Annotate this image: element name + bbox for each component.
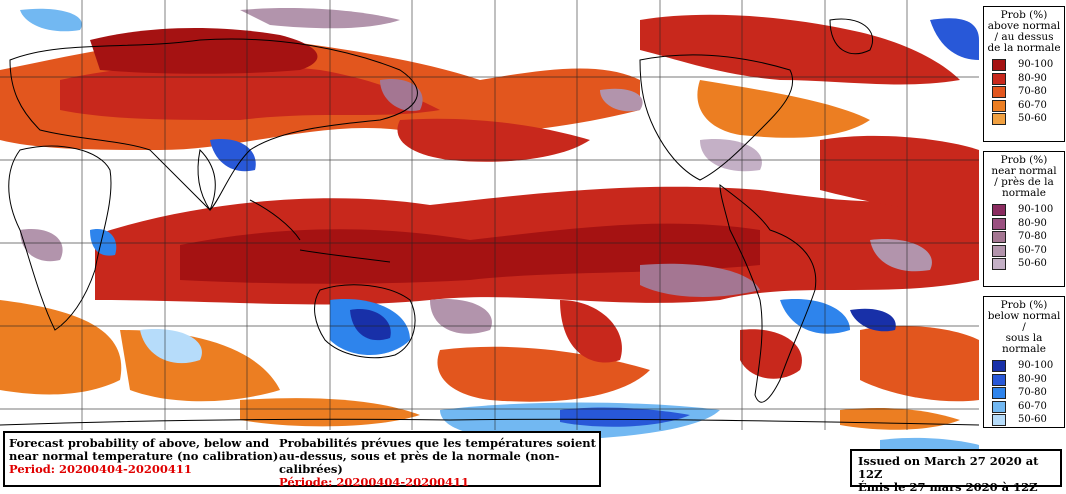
- legend-title-line: / près de la: [994, 176, 1054, 188]
- legend-item: 50-60: [984, 413, 1064, 427]
- legend-label: 90-100: [1018, 204, 1054, 215]
- caption-fr-period: Période: 20200404-20200411: [279, 475, 470, 489]
- legend-swatch: [992, 217, 1006, 230]
- issued-text: Issued on March 27 2020 at 12Z Émis le 2…: [858, 455, 1060, 494]
- legend-label: 80-90: [1018, 373, 1047, 385]
- legend-item: 90-100: [984, 203, 1064, 217]
- legend-swatch: [992, 113, 1006, 125]
- legend-title-line: Prob (%): [1000, 9, 1048, 21]
- legend-label: 70-80: [1018, 86, 1047, 97]
- legend-item: 50-60: [984, 257, 1064, 271]
- legend-swatch: [992, 204, 1006, 216]
- legend-title-line: below normal /: [987, 310, 1061, 333]
- legend-label: 50-60: [1018, 113, 1047, 124]
- caption-en-line: near normal temperature (no calibration): [9, 449, 279, 463]
- legend-swatch: [992, 59, 1006, 71]
- legend-label: 50-60: [1018, 414, 1047, 425]
- legend-below-normal: Prob (%) below normal / sous la normale …: [983, 296, 1065, 428]
- legend-title-line: Prob (%): [1000, 154, 1048, 166]
- legend-title-line: normale: [1002, 187, 1046, 199]
- legend-item: 50-60: [984, 112, 1064, 126]
- caption-french: Probabilités prévues que les température…: [279, 437, 599, 489]
- legend-swatch: [992, 231, 1006, 243]
- legend-swatch: [992, 414, 1006, 426]
- legend-title: Prob (%) near normal / près de la normal…: [984, 152, 1064, 203]
- legend-swatch: [992, 72, 1006, 85]
- legend-title-line: de la normale: [987, 42, 1061, 54]
- caption-fr-line: Probabilités prévues que les température…: [279, 436, 596, 450]
- legend-label: 60-70: [1018, 400, 1047, 412]
- legend-title: Prob (%) above normal / au dessus de la …: [984, 7, 1064, 58]
- issued-en: Issued on March 27 2020 at 12Z: [858, 454, 1039, 481]
- legend-label: 50-60: [1018, 258, 1047, 269]
- legend-item: 70-80: [984, 386, 1064, 400]
- caption-english: Forecast probability of above, below and…: [9, 437, 279, 476]
- near-normal-regions: [20, 8, 932, 334]
- legend-label: 70-80: [1018, 231, 1047, 242]
- legend-above-normal: Prob (%) above normal / au dessus de la …: [983, 6, 1065, 142]
- legend-item: 80-90: [984, 217, 1064, 231]
- legend-swatch: [992, 258, 1006, 270]
- graticule: [0, 0, 979, 430]
- legend-item: 80-90: [984, 373, 1064, 387]
- legend-item: 80-90: [984, 72, 1064, 86]
- legend-title: Prob (%) below normal / sous la normale: [984, 297, 1064, 359]
- legend-label: 90-100: [1018, 360, 1054, 371]
- issued-fr: Émis le 27 mars 2020 à 12Z: [858, 480, 1038, 494]
- caption-fr-line: au-dessus, sous et près de la normale (n…: [279, 449, 560, 476]
- coastlines: [0, 18, 979, 426]
- below-normal-regions: [20, 8, 979, 471]
- caption-en-line: Forecast probability of above, below and: [9, 436, 270, 450]
- legend-item: 90-100: [984, 58, 1064, 72]
- caption-box: Forecast probability of above, below and…: [3, 431, 601, 489]
- legend-item: 60-70: [984, 400, 1064, 414]
- legend-item: 70-80: [984, 85, 1064, 99]
- legend-label: 70-80: [1018, 387, 1047, 398]
- legend-swatch: [992, 99, 1006, 112]
- legend-item: 60-70: [984, 99, 1064, 113]
- legend-item: 90-100: [984, 359, 1064, 373]
- legend-label: 80-90: [1018, 72, 1047, 84]
- issued-box: Issued on March 27 2020 at 12Z Émis le 2…: [850, 449, 1062, 494]
- legend-swatch: [992, 86, 1006, 98]
- legend-label: 80-90: [1018, 217, 1047, 229]
- probability-map: [0, 0, 979, 471]
- legend-swatch: [992, 360, 1006, 372]
- legend-swatch: [992, 400, 1006, 413]
- legend-swatch: [992, 387, 1006, 399]
- legend-swatch: [992, 244, 1006, 257]
- legend-title-line: near normal: [991, 165, 1057, 177]
- legend-swatch: [992, 373, 1006, 386]
- legend-title-line: / au dessus: [994, 31, 1054, 43]
- legend-label: 90-100: [1018, 59, 1054, 70]
- legend-item: 60-70: [984, 244, 1064, 258]
- legend-near-normal: Prob (%) near normal / près de la normal…: [983, 151, 1065, 287]
- caption-en-period: Period: 20200404-20200411: [9, 462, 192, 476]
- legend-title-line: Prob (%): [1000, 299, 1048, 311]
- legend-item: 70-80: [984, 230, 1064, 244]
- legend-title-line: sous la normale: [1002, 332, 1046, 355]
- legend-title-line: above normal: [987, 20, 1061, 32]
- legend-label: 60-70: [1018, 99, 1047, 111]
- legend-label: 60-70: [1018, 244, 1047, 256]
- above-normal-regions: [0, 14, 979, 430]
